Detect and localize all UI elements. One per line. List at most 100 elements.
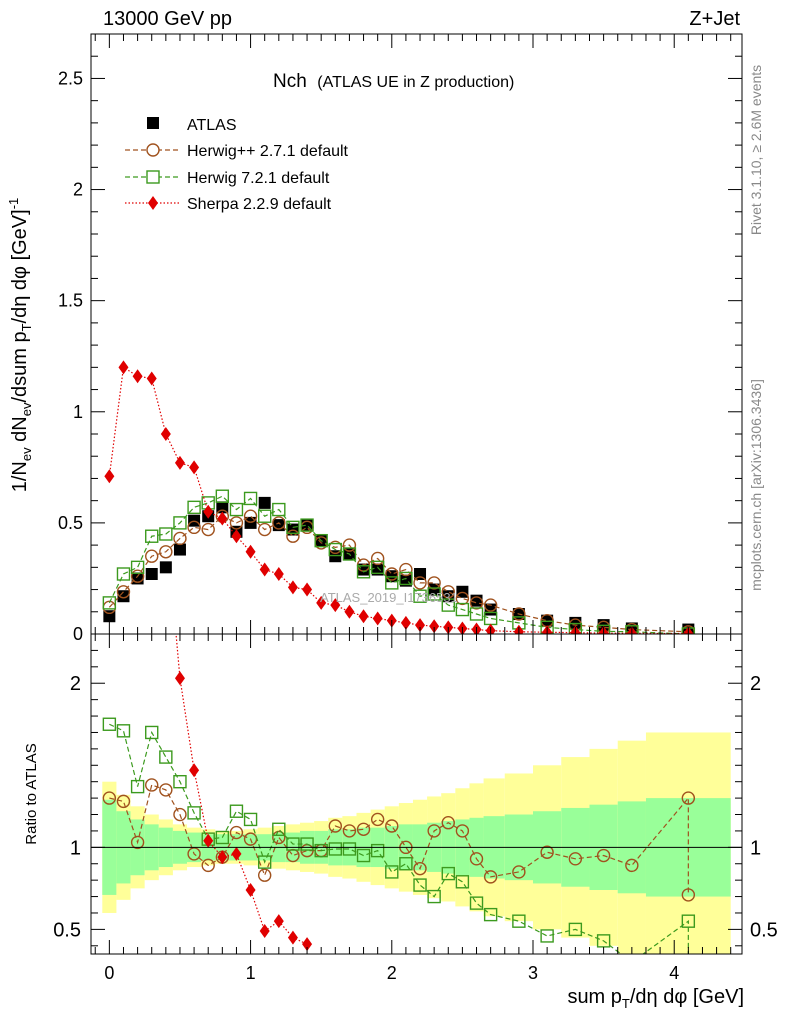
- legend-marker-herwig7: [146, 170, 160, 184]
- point-herwig-7-2-1-default: [300, 518, 314, 532]
- ratio-point-herwig-2-7-1-default: [370, 812, 385, 827]
- legend-marker-atlas: [147, 117, 159, 129]
- point-sherpa-2-2-9-default: [160, 427, 171, 441]
- ratio-point-herwig-7-2-1-default: [243, 812, 258, 827]
- point-sherpa-2-2-9-default: [203, 504, 214, 519]
- point-herwig-2-7-1-default: [455, 591, 470, 606]
- point-herwig-2-7-1-default: [159, 545, 173, 559]
- point-herwig-7-2-1-default: [187, 500, 201, 515]
- y-tick-label-ratio-right: 1: [750, 837, 761, 859]
- ratio-line-sherpa-2-2-9-default: [175, 634, 308, 945]
- ratio-point-herwig-7-2-1-default: [116, 724, 131, 738]
- mcplots-label: mcplots.cern.ch [arXiv:1306.3436]: [748, 379, 764, 591]
- point-herwig-7-2-1-default: [272, 502, 286, 517]
- point-herwig-2-7-1-default: [257, 522, 272, 537]
- ratio-point-herwig-7-2-1-default: [512, 914, 526, 928]
- ratio-point-herwig-2-7-1-default: [483, 870, 498, 884]
- point-herwig-2-7-1-default: [243, 509, 258, 523]
- ratio-point-herwig-7-2-1-default: [229, 804, 244, 818]
- ratio-point-herwig-7-2-1-default: [187, 806, 201, 820]
- point-herwig-7-2-1-default: [596, 624, 611, 634]
- y-tick-label-main: 1.5: [58, 291, 83, 311]
- point-herwig-7-2-1-default: [441, 598, 455, 612]
- x-tick-label: 1: [246, 963, 256, 983]
- ratio-point-herwig-7-2-1-default: [399, 857, 413, 871]
- point-herwig-7-2-1-default: [173, 516, 187, 530]
- legend-marker-sherpa: [148, 196, 158, 210]
- ratio-point-sherpa-2-2-9-default: [302, 937, 313, 952]
- ratio-point-herwig-7-2-1-default: [540, 929, 554, 943]
- ratio-point-sherpa-2-2-9-default: [161, 512, 171, 526]
- ratio-series-sherpa-2-2-9-default: [161, 512, 313, 952]
- point-herwig-2-7-1-default: [385, 567, 399, 581]
- y-tick-label-ratio: 2: [70, 673, 81, 695]
- point-herwig-7-2-1-default: [286, 520, 300, 535]
- point-atlas: [258, 496, 271, 509]
- ratio-point-herwig-2-7-1-default: [427, 824, 441, 838]
- point-sherpa-2-2-9-default: [217, 511, 228, 526]
- ratio-point-herwig-2-7-1-default: [681, 791, 696, 805]
- point-sherpa-2-2-9-default: [415, 618, 426, 633]
- ratio-point-herwig-7-2-1-default: [681, 914, 696, 928]
- ratio-point-herwig-2-7-1-default: [342, 824, 357, 838]
- ratio-point-sherpa-2-2-9-default: [174, 671, 185, 686]
- ratio-point-herwig-2-7-1-default: [130, 835, 145, 850]
- y-tick-label-main-zero: 0: [73, 624, 83, 644]
- legend-marker-herwigpp: [146, 143, 160, 157]
- point-herwig-7-2-1-default: [229, 502, 244, 517]
- point-herwig-2-7-1-default: [427, 576, 441, 590]
- ratio-point-herwig-2-7-1-default: [356, 822, 371, 836]
- point-sherpa-2-2-9-default: [344, 604, 355, 619]
- y-tick-label-main: 0.5: [58, 513, 83, 533]
- ratio-point-sherpa-2-2-9-default: [203, 833, 214, 848]
- point-sherpa-2-2-9-default: [273, 567, 284, 581]
- ratio-point-herwig-7-2-1-default: [173, 774, 187, 789]
- legend-label-herwigpp: Herwig++ 2.7.1 default: [187, 143, 349, 160]
- y-tick-label-ratio-right: 0.5: [750, 919, 778, 941]
- point-sherpa-2-2-9-default: [429, 619, 440, 634]
- point-herwig-7-2-1-default: [130, 560, 145, 575]
- point-atlas: [117, 590, 130, 603]
- point-herwig-7-2-1-default: [159, 527, 173, 541]
- ratio-point-herwig-7-2-1-default: [257, 855, 272, 869]
- point-herwig-2-7-1-default: [130, 569, 145, 583]
- point-sherpa-2-2-9-default: [400, 615, 411, 630]
- point-herwig-2-7-1-default: [173, 531, 187, 546]
- ratio-point-herwig-7-2-1-default: [328, 842, 343, 856]
- ratio-point-sherpa-2-2-9-default: [245, 883, 256, 897]
- point-atlas: [173, 543, 186, 556]
- point-herwig-7-2-1-default: [243, 491, 258, 506]
- ratio-point-herwig-7-2-1-default: [130, 779, 145, 794]
- plot-title-main: Nch: [273, 71, 307, 92]
- y-tick-label-main: 2.5: [58, 68, 83, 88]
- ratio-point-sherpa-2-2-9-default: [259, 924, 270, 939]
- ratio-point-herwig-2-7-1-default: [328, 819, 343, 833]
- point-sherpa-2-2-9-default: [231, 529, 242, 544]
- series-herwig-2-7-1-default: [102, 509, 696, 634]
- point-herwig-7-2-1-default: [102, 596, 117, 610]
- ratio-frame: [90, 633, 743, 955]
- ratio-point-herwig-7-2-1-default: [159, 750, 173, 764]
- point-herwig-7-2-1-default: [342, 547, 357, 561]
- point-herwig-2-7-1-default: [286, 529, 300, 543]
- point-sherpa-2-2-9-default: [189, 460, 200, 475]
- ratio-point-herwig-7-2-1-default: [455, 875, 470, 889]
- point-herwig-7-2-1-default: [399, 571, 413, 586]
- series-line-herwig-7-2-1-default: [108, 495, 689, 634]
- ratio-point-herwig-2-7-1-default: [441, 816, 455, 830]
- ratio-point-sherpa-2-2-9-default: [231, 846, 242, 861]
- ratio-point-herwig-7-2-1-default: [385, 865, 399, 879]
- ratio-point-herwig-2-7-1-default: [568, 852, 583, 866]
- ratio-axis-label: Ratio to ATLAS: [23, 743, 40, 844]
- ratio-point-herwig-2-7-1-default: [596, 848, 611, 863]
- point-herwig-7-2-1-default: [625, 625, 639, 634]
- ratio-point-herwig-2-7-1-default: [187, 847, 201, 861]
- ratio-series-herwig-2-7-1-default: [102, 778, 696, 902]
- point-sherpa-2-2-9-default: [316, 595, 327, 610]
- rivet-version-label: Rivet 3.1.10, ≥ 2.6M events: [748, 65, 764, 235]
- ratio-point-herwig-7-2-1-default: [300, 837, 314, 851]
- ratio-point-herwig-7-2-1-default: [342, 842, 357, 856]
- ratio-point-herwig-2-7-1-default: [469, 852, 484, 866]
- ratio-point-herwig-2-7-1-default: [385, 819, 399, 833]
- ratio-point-herwig-7-2-1-default: [356, 848, 371, 863]
